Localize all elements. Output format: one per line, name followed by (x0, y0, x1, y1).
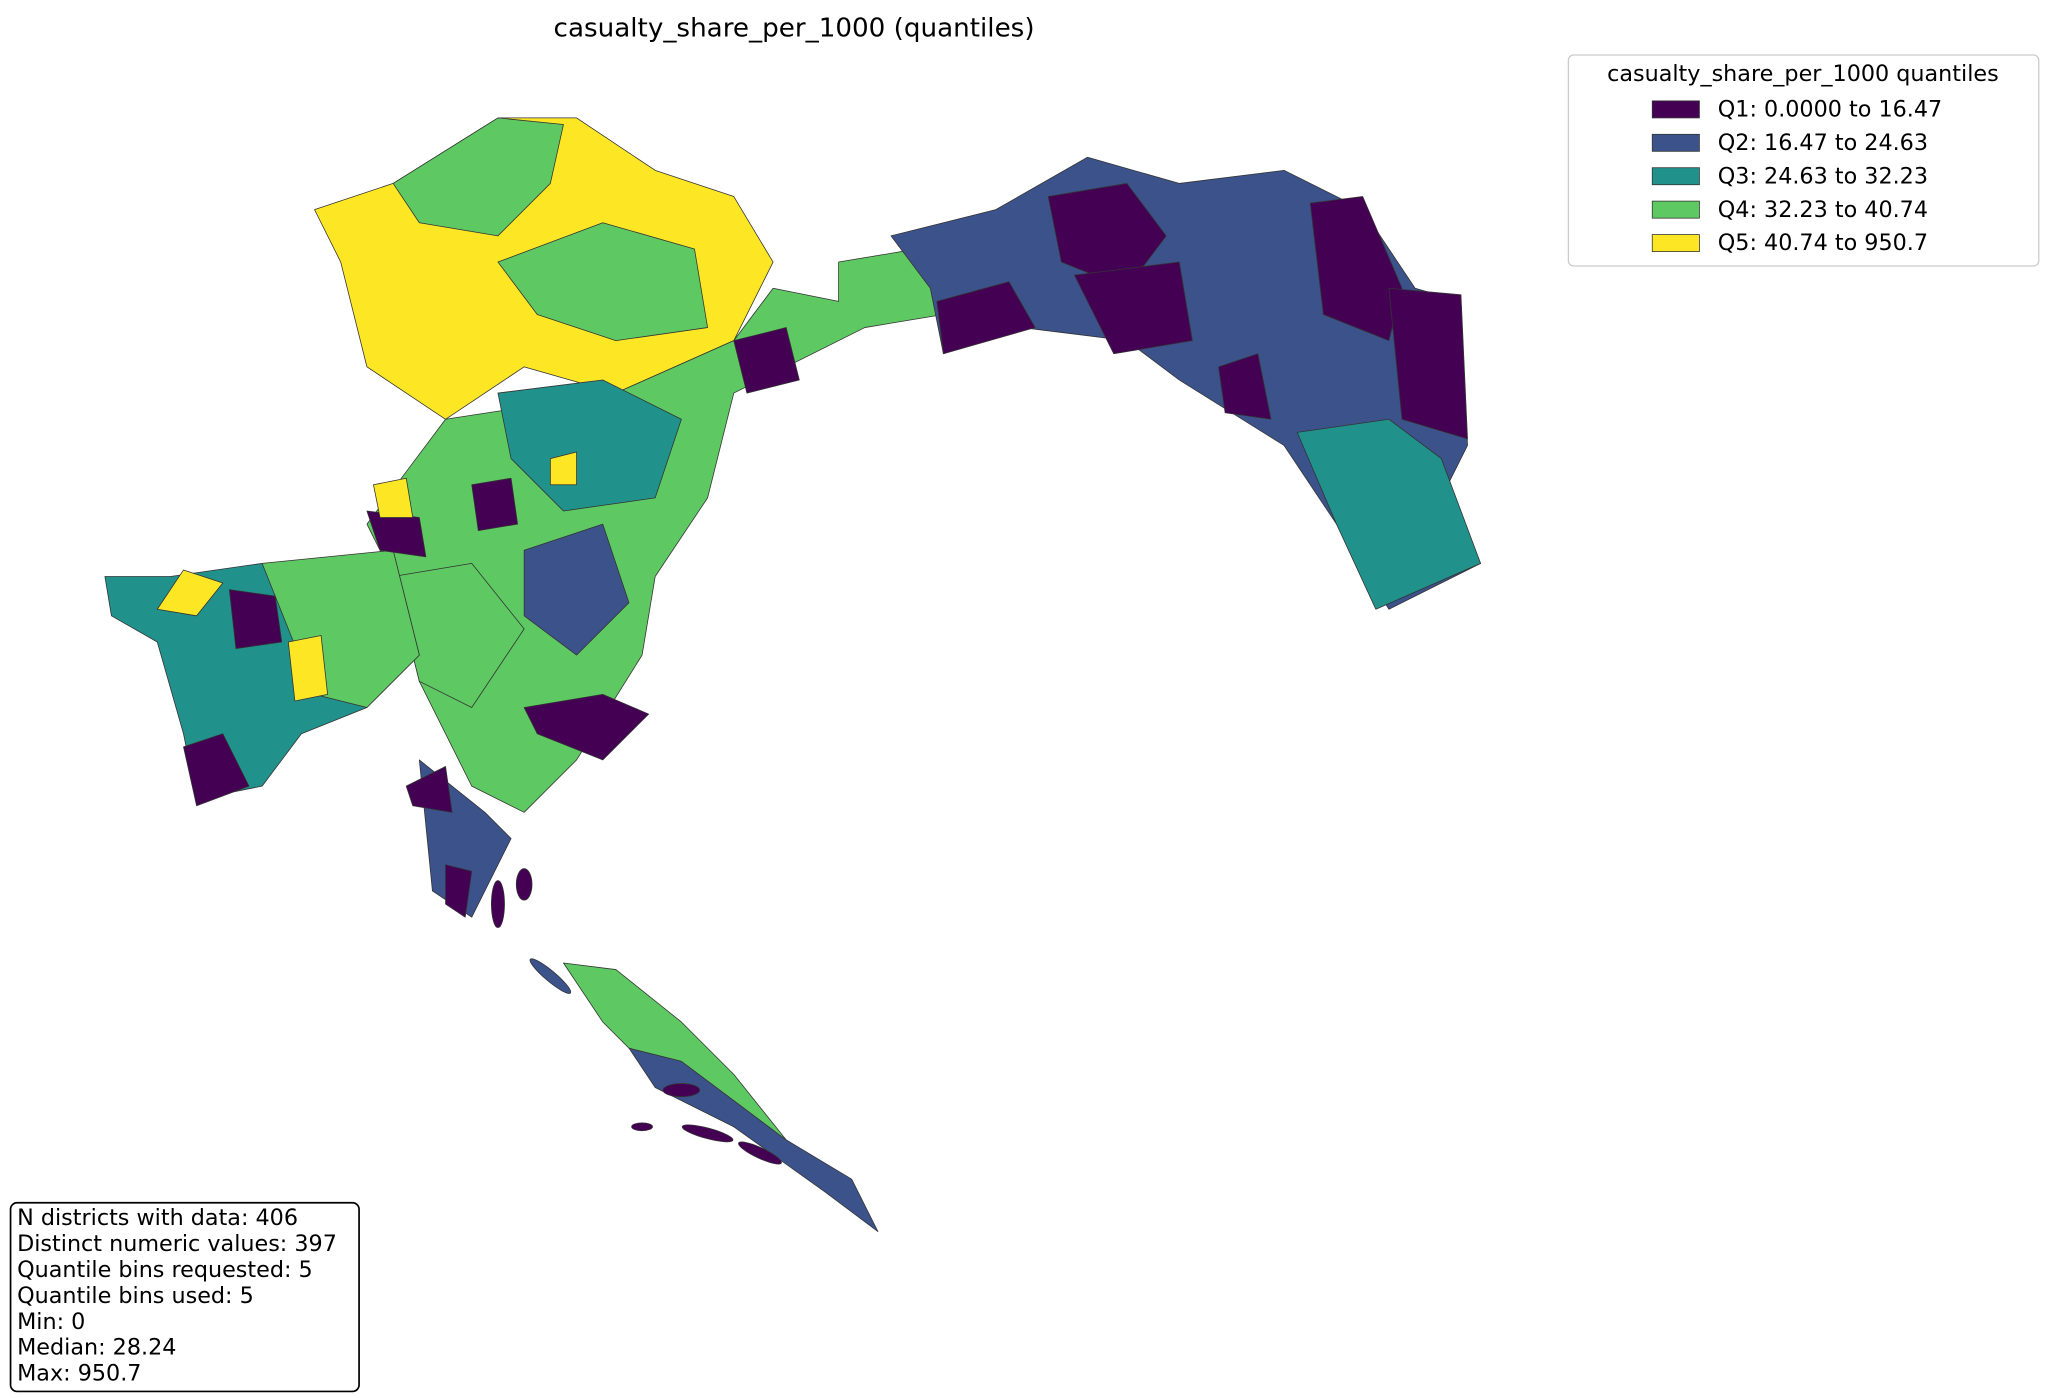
district (156, 569, 224, 617)
legend-label: Q3: 24.63 to 32.23 (1718, 163, 1928, 189)
district (523, 694, 650, 761)
island (515, 868, 533, 901)
stats-line: Distinct numeric values: 397 (17, 1231, 337, 1257)
legend-label: Q1: 0.0000 to 16.47 (1718, 97, 1942, 123)
legend-swatch (1651, 167, 1700, 186)
districts (104, 117, 1482, 1232)
stats-box (9, 1201, 360, 1393)
district (549, 451, 577, 486)
stats-line: Quantile bins requested: 5 (17, 1257, 313, 1283)
district (497, 379, 682, 512)
district (392, 117, 564, 237)
island (662, 1083, 701, 1098)
district (1218, 353, 1272, 420)
district (405, 766, 453, 813)
legend-swatch (1651, 200, 1700, 219)
legend-swatch (1651, 100, 1700, 119)
legend: Q1: 0.0000 to 16.47 Q2: 16.47 to 24.63 Q3:… (1651, 97, 1942, 256)
district (392, 562, 525, 708)
legend-label: Q2: 16.47 to 24.63 (1718, 130, 1928, 156)
district (497, 222, 708, 342)
stats-line: Min: 0 (17, 1309, 85, 1335)
legend-title: casualty_share_per_1000 quantiles (1607, 61, 1999, 87)
district (733, 327, 800, 394)
legend-label: Q5: 40.74 to 950.7 (1718, 230, 1928, 256)
stats-line: Max: 950.7 (17, 1361, 141, 1387)
district (1074, 261, 1193, 355)
stats-line: Quantile bins used: 5 (17, 1283, 254, 1309)
district (1388, 287, 1468, 440)
district (228, 589, 283, 649)
district (523, 523, 630, 656)
legend-swatch (1651, 133, 1700, 152)
island (631, 1122, 653, 1132)
district (1047, 183, 1167, 289)
district (287, 635, 329, 702)
island (681, 1124, 734, 1143)
legend-label: Q4: 32.23 to 40.74 (1718, 197, 1928, 223)
island (491, 880, 505, 929)
district (471, 477, 518, 532)
district (628, 1047, 879, 1232)
district (563, 962, 787, 1141)
district (936, 281, 1036, 355)
legend-swatch (1651, 234, 1700, 252)
district (373, 477, 414, 518)
district (183, 733, 250, 807)
district (445, 864, 473, 918)
district (1296, 418, 1482, 610)
stats-line: Median: 28.24 (17, 1335, 176, 1361)
island (529, 958, 572, 994)
island (738, 1141, 782, 1165)
map-title: casualty_share_per_1000 (quantiles) (554, 13, 1035, 43)
stats-line: N districts with data: 406 (17, 1205, 298, 1231)
